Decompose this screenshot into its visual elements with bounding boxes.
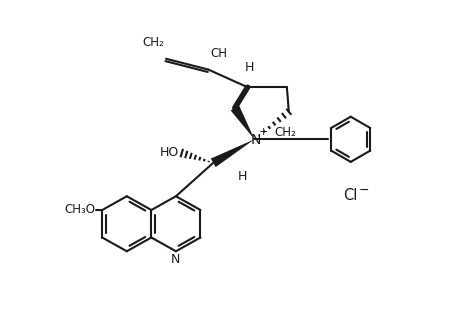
- Text: CH₂: CH₂: [143, 36, 164, 49]
- Text: H: H: [238, 170, 248, 183]
- Text: N: N: [171, 253, 180, 266]
- Polygon shape: [230, 105, 254, 139]
- Text: CH₃O: CH₃O: [64, 202, 95, 216]
- Text: H: H: [245, 62, 254, 74]
- Text: HO: HO: [160, 146, 179, 159]
- Polygon shape: [211, 139, 254, 167]
- Text: CH₂: CH₂: [274, 126, 296, 138]
- Text: N: N: [250, 133, 261, 147]
- Text: −: −: [359, 184, 369, 197]
- Text: CH: CH: [210, 47, 227, 60]
- Text: Cl: Cl: [343, 188, 357, 203]
- Text: +: +: [258, 128, 268, 137]
